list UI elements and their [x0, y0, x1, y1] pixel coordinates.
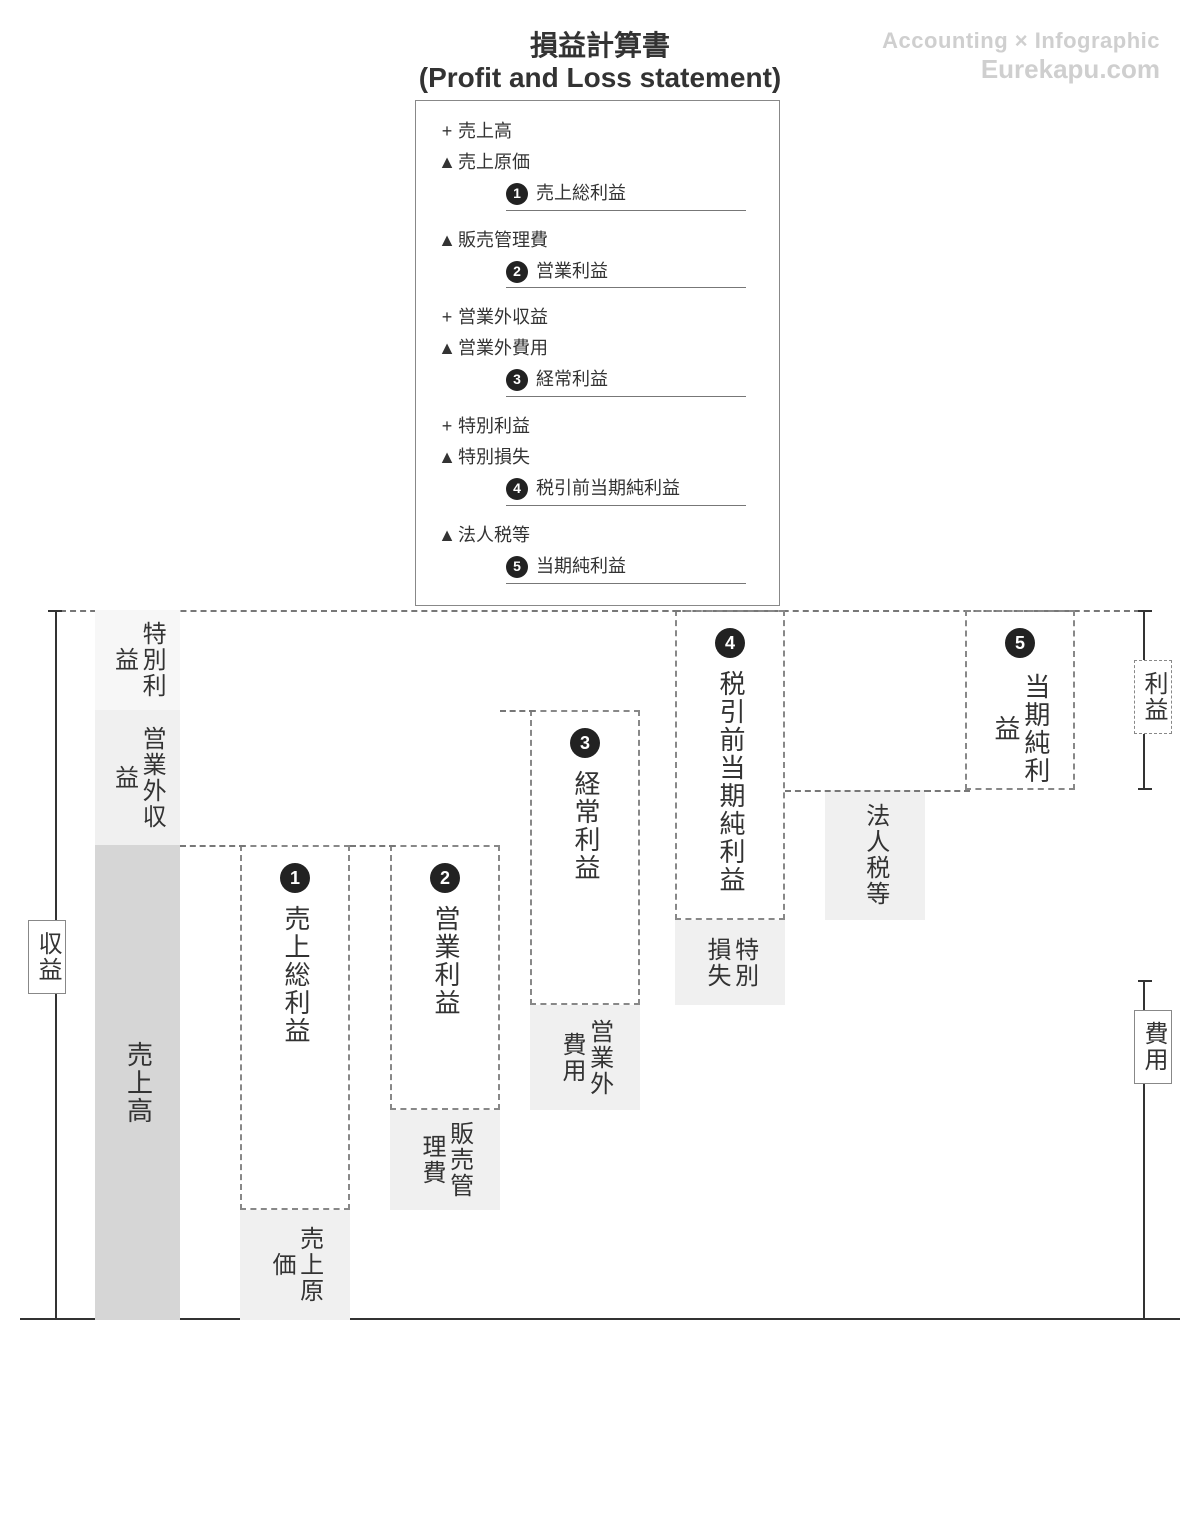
stmt-line: ▲販売管理費: [436, 227, 759, 255]
stmt-subtotal: 1売上総利益: [506, 180, 746, 211]
box-sga: 販売管理費: [390, 1110, 500, 1210]
col-operating-profit: 2 営業利益: [390, 845, 500, 1110]
box-special-loss: 特別損失: [675, 920, 785, 1005]
stmt-subtotal: 4税引前当期純利益: [506, 475, 746, 506]
title-jp: 損益計算書: [530, 30, 670, 61]
baseline: [20, 1318, 1180, 1320]
statement-box: +売上高 ▲売上原価 1売上総利益 ▲販売管理費 2営業利益 +営業外収益 ▲営…: [415, 100, 780, 606]
col-gross-profit: 1 売上総利益: [240, 845, 350, 1210]
box-sales: 売上高: [95, 845, 180, 1320]
box-cogs: 売上原価: [240, 1210, 350, 1320]
box-tax: 法人税等: [825, 790, 925, 920]
stmt-line: ▲売上原価: [436, 149, 759, 177]
box-nonop-exp: 営業外費用: [530, 1005, 640, 1110]
box-nonop-income: 営業外収益: [95, 710, 180, 845]
col-net-profit: 5 当期純利益: [965, 610, 1075, 790]
stmt-line: +売上高: [436, 118, 759, 146]
axis-right-top-label: 利益: [1134, 660, 1172, 734]
stmt-line: ▲営業外費用: [436, 335, 759, 363]
box-special-income: 特別利益: [95, 610, 180, 710]
guide-tax-top: [785, 790, 930, 792]
page-title: 損益計算書 (Profit and Loss statement): [0, 30, 1200, 94]
stmt-line: ▲特別損失: [436, 444, 759, 472]
waterfall-diagram: 収益 利益 費用 売上高 営業外収益 特別利益 1 売上総利益 売上原価 2: [0, 580, 1200, 1350]
col-ordinary-profit: 3 経常利益: [530, 710, 640, 1005]
axis-right-bottom-label: 費用: [1134, 1010, 1172, 1084]
stmt-line: +特別利益: [436, 413, 759, 441]
title-en: (Profit and Loss statement): [419, 62, 781, 93]
col-pretax-profit: 4 税引前当期純利益: [675, 610, 785, 920]
stmt-subtotal: 5当期純利益: [506, 553, 746, 584]
stmt-line: +営業外収益: [436, 304, 759, 332]
stmt-subtotal: 3経常利益: [506, 366, 746, 397]
axis-left-label: 収益: [28, 920, 66, 994]
stmt-subtotal: 2営業利益: [506, 258, 746, 289]
stmt-line: ▲法人税等: [436, 522, 759, 550]
page: Accounting × Infographic Eurekapu.com 損益…: [0, 0, 1200, 1524]
